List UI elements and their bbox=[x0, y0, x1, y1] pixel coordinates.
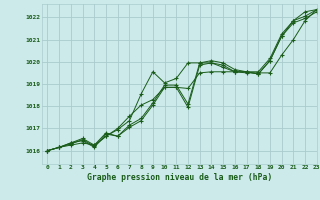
X-axis label: Graphe pression niveau de la mer (hPa): Graphe pression niveau de la mer (hPa) bbox=[87, 173, 272, 182]
